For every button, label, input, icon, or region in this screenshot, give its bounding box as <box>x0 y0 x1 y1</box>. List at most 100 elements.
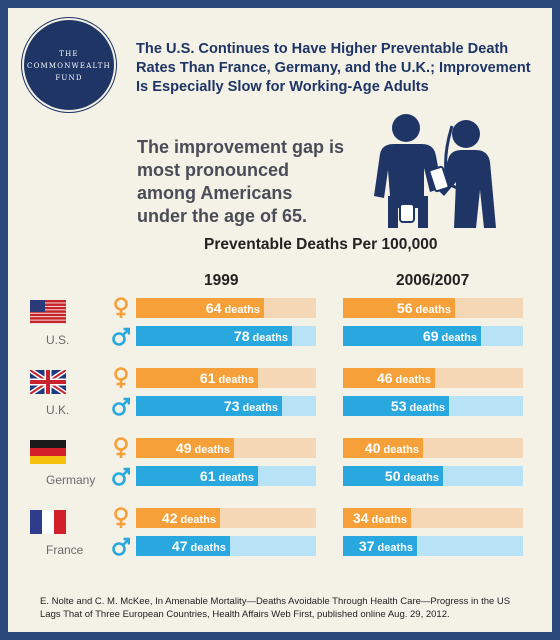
uk-female-2006-label: 46 deaths <box>343 368 431 388</box>
uk-female-2006-bar <box>343 368 435 388</box>
male-symbol-icon <box>112 397 130 416</box>
logo-line-2: COMMONWEALTH <box>27 62 111 70</box>
female-symbol-icon <box>114 437 128 458</box>
us-male-2006-value: 69 <box>422 328 439 344</box>
uk-male-1999-label: 73 deaths <box>136 396 278 416</box>
uk-male-2006-track: 53 deaths <box>343 396 523 416</box>
us-male-2006-label: 69 deaths <box>343 326 477 346</box>
france-female-1999-bar <box>136 508 220 528</box>
uk-male-1999-bar <box>136 396 282 416</box>
uk-female-2006-unit: deaths <box>392 374 431 386</box>
us-female-2006-track: 56 deaths <box>343 298 523 318</box>
france-female-1999-unit: deaths <box>177 514 216 526</box>
france-female-1999-track: 42 deaths <box>136 508 316 528</box>
male-symbol-icon <box>112 327 130 346</box>
us-male-1999-bar <box>136 326 292 346</box>
female-symbol-icon <box>114 367 128 388</box>
germany-female-2006-unit: deaths <box>380 444 419 456</box>
germany-male-2006-value: 50 <box>384 468 401 484</box>
country-label-germany: Germany <box>46 473 96 487</box>
us-male-2006-unit: deaths <box>438 332 477 344</box>
us-male-2006-track: 69 deaths <box>343 326 523 346</box>
germany-female-1999-bar <box>136 438 234 458</box>
page-title: The U.S. Continues to Have Higher Preven… <box>136 41 531 95</box>
uk-female-1999-unit: deaths <box>215 374 254 386</box>
germany-male-2006-track: 50 deaths <box>343 466 523 486</box>
france-female-2006-unit: deaths <box>368 514 407 526</box>
us-male-1999-value: 78 <box>233 328 250 344</box>
germany-female-1999-track: 49 deaths <box>136 438 316 458</box>
uk-male-1999-track: 73 deaths <box>136 396 316 416</box>
germany-male-2006-label: 50 deaths <box>343 466 439 486</box>
uk-female-1999-bar <box>136 368 258 388</box>
uk-male-1999-value: 73 <box>223 398 240 414</box>
germany-male-2006-unit: deaths <box>400 472 439 484</box>
france-male-1999-track: 47 deaths <box>136 536 316 556</box>
uk-male-2006-unit: deaths <box>406 402 445 414</box>
uk-male-2006-label: 53 deaths <box>343 396 445 416</box>
subtitle: The improvement gap is most pronounced a… <box>137 137 345 226</box>
france-female-1999-value: 42 <box>161 510 178 526</box>
female-symbol-icon <box>114 297 128 318</box>
us-female-1999-bar <box>136 298 264 318</box>
male-symbol-icon <box>112 467 130 486</box>
us-male-1999-track: 78 deaths <box>136 326 316 346</box>
us-male-1999-label: 78 deaths <box>136 326 288 346</box>
infographic-panel <box>8 8 552 632</box>
us-female-1999-track: 64 deaths <box>136 298 316 318</box>
uk-female-2006-value: 46 <box>376 370 393 386</box>
us-female-1999-unit: deaths <box>221 304 260 316</box>
uk-male-1999-unit: deaths <box>239 402 278 414</box>
us-female-2006-unit: deaths <box>412 304 451 316</box>
germany-male-1999-track: 61 deaths <box>136 466 316 486</box>
us-male-1999-unit: deaths <box>249 332 288 344</box>
logo-line-1: THE <box>59 50 79 58</box>
germany-female-2006-label: 40 deaths <box>343 438 419 458</box>
chart-title: Preventable Deaths Per 100,000 <box>204 236 438 253</box>
uk-male-2006-bar <box>343 396 449 416</box>
commonwealth-fund-logo: THE COMMONWEALTH FUND <box>24 20 114 110</box>
female-symbol-icon <box>114 507 128 528</box>
france-female-2006-label: 34 deaths <box>343 508 407 528</box>
uk-female-2006-track: 46 deaths <box>343 368 523 388</box>
us-female-2006-value: 56 <box>396 300 413 316</box>
country-label-us: U.S. <box>46 333 70 347</box>
male-symbol-icon <box>112 537 130 556</box>
france-male-1999-unit: deaths <box>187 542 226 554</box>
france-male-2006-value: 37 <box>358 538 375 554</box>
france-female-2006-value: 34 <box>352 510 369 526</box>
source-citation: E. Nolte and C. M. McKee, In Amenable Mo… <box>40 596 511 620</box>
germany-female-2006-value: 40 <box>364 440 381 456</box>
period-label-1999: 1999 <box>204 272 239 289</box>
doctor-patient-illustration <box>374 114 496 228</box>
germany-male-1999-unit: deaths <box>215 472 254 484</box>
france-male-2006-unit: deaths <box>374 542 413 554</box>
germany-female-1999-value: 49 <box>175 440 192 456</box>
flag-us-icon <box>30 300 66 324</box>
flag-germany-icon <box>30 440 66 464</box>
france-male-1999-value: 47 <box>171 538 188 554</box>
germany-male-1999-value: 61 <box>199 468 216 484</box>
france-male-1999-bar <box>136 536 230 556</box>
france-female-2006-bar <box>343 508 411 528</box>
france-male-1999-label: 47 deaths <box>136 536 226 556</box>
germany-female-2006-bar <box>343 438 423 458</box>
uk-female-1999-label: 61 deaths <box>136 368 254 388</box>
germany-female-2006-track: 40 deaths <box>343 438 523 458</box>
us-female-1999-value: 64 <box>205 300 222 316</box>
flag-uk-icon <box>30 370 66 394</box>
logo-line-3: FUND <box>55 74 83 82</box>
france-female-1999-label: 42 deaths <box>136 508 216 528</box>
germany-male-2006-bar <box>343 466 443 486</box>
country-label-france: France <box>46 543 84 557</box>
us-male-2006-bar <box>343 326 481 346</box>
germany-female-1999-label: 49 deaths <box>136 438 230 458</box>
france-male-2006-bar <box>343 536 417 556</box>
flag-france-icon <box>30 510 66 534</box>
germany-male-1999-bar <box>136 466 258 486</box>
uk-male-2006-value: 53 <box>390 398 407 414</box>
uk-female-1999-value: 61 <box>199 370 216 386</box>
france-male-2006-track: 37 deaths <box>343 536 523 556</box>
period-label-2006: 2006/2007 <box>396 272 470 289</box>
france-male-2006-label: 37 deaths <box>343 536 413 556</box>
